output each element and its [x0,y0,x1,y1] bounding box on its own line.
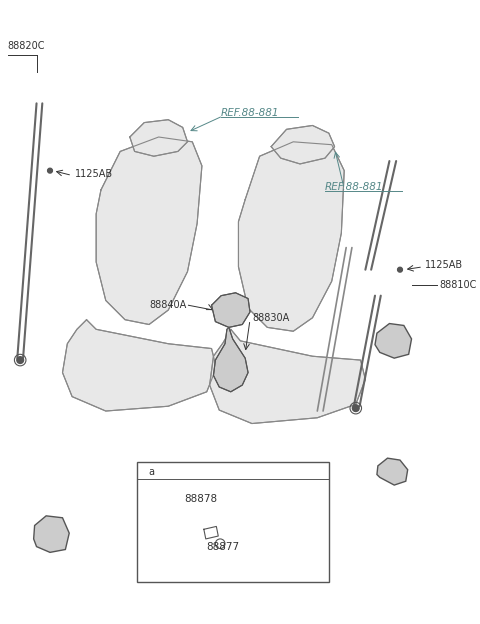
Polygon shape [34,516,69,552]
Text: REF.88-881: REF.88-881 [221,108,280,118]
Circle shape [397,267,402,272]
Polygon shape [96,137,202,324]
Polygon shape [210,329,365,424]
Polygon shape [377,458,408,485]
Text: 88878: 88878 [185,494,218,504]
Text: 1125AB: 1125AB [75,168,113,178]
Text: a: a [148,467,154,477]
Text: REF.88-881: REF.88-881 [325,182,384,192]
Text: 88877: 88877 [207,542,240,552]
Circle shape [17,357,24,363]
Polygon shape [212,293,250,328]
FancyBboxPatch shape [136,462,329,582]
Text: 88820C: 88820C [8,41,45,51]
Circle shape [195,511,203,519]
Text: a: a [18,356,23,364]
Polygon shape [271,125,335,164]
Text: 88840A: 88840A [149,300,186,310]
Text: 88810C: 88810C [439,280,477,290]
Polygon shape [62,319,216,411]
Polygon shape [239,142,344,331]
Text: 1125AB: 1125AB [425,260,463,270]
Circle shape [352,405,359,411]
Text: a: a [353,404,359,412]
Polygon shape [375,323,411,358]
Text: 88830A: 88830A [252,313,289,323]
Circle shape [48,168,52,173]
Polygon shape [214,328,248,392]
Polygon shape [130,120,188,156]
